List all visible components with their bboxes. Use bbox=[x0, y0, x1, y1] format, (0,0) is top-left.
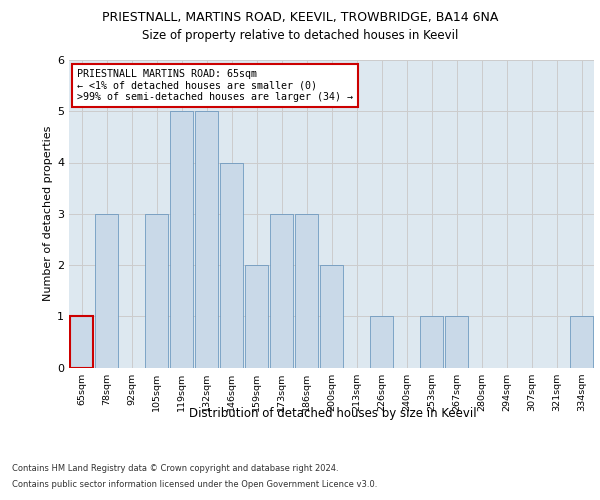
Bar bbox=[270, 214, 293, 368]
Bar bbox=[420, 316, 443, 368]
Bar bbox=[170, 112, 193, 368]
Text: Contains public sector information licensed under the Open Government Licence v3: Contains public sector information licen… bbox=[12, 480, 377, 489]
Bar bbox=[95, 214, 118, 368]
Text: PRIESTNALL MARTINS ROAD: 65sqm
← <1% of detached houses are smaller (0)
>99% of : PRIESTNALL MARTINS ROAD: 65sqm ← <1% of … bbox=[77, 69, 353, 102]
Text: Size of property relative to detached houses in Keevil: Size of property relative to detached ho… bbox=[142, 29, 458, 42]
Bar bbox=[70, 316, 93, 368]
Bar bbox=[445, 316, 468, 368]
Y-axis label: Number of detached properties: Number of detached properties bbox=[43, 126, 53, 302]
Bar bbox=[570, 316, 593, 368]
Bar bbox=[145, 214, 168, 368]
Bar bbox=[220, 162, 243, 368]
Text: Distribution of detached houses by size in Keevil: Distribution of detached houses by size … bbox=[189, 408, 477, 420]
Bar bbox=[245, 265, 268, 368]
Text: PRIESTNALL, MARTINS ROAD, KEEVIL, TROWBRIDGE, BA14 6NA: PRIESTNALL, MARTINS ROAD, KEEVIL, TROWBR… bbox=[102, 11, 498, 24]
Bar bbox=[195, 112, 218, 368]
Text: Contains HM Land Registry data © Crown copyright and database right 2024.: Contains HM Land Registry data © Crown c… bbox=[12, 464, 338, 473]
Bar bbox=[295, 214, 318, 368]
Bar bbox=[370, 316, 393, 368]
Bar bbox=[320, 265, 343, 368]
